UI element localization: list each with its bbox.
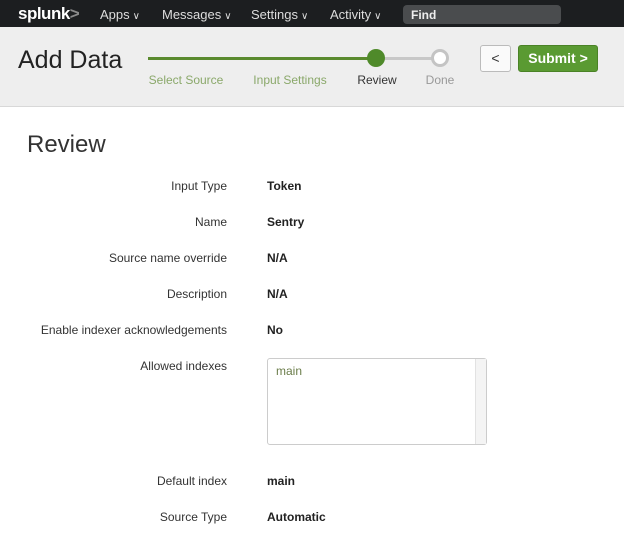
value-name: Sentry: [267, 215, 305, 229]
chevron-down-icon: ∨: [224, 11, 232, 22]
label-allowed-indexes: Allowed indexes: [140, 359, 227, 373]
chevron-left-icon: <: [491, 50, 500, 66]
label-source-name-override: Source name override: [108, 251, 227, 265]
nav-activity[interactable]: Activity ∨: [330, 7, 382, 22]
chevron-down-icon: ∨: [300, 11, 309, 22]
value-default-index: main: [267, 474, 296, 488]
scrollbar[interactable]: [475, 359, 486, 444]
logo-mark: >: [69, 4, 80, 23]
value-input-type: Token: [267, 179, 302, 193]
chevron-down-icon: ∨: [374, 11, 382, 22]
progress-pending-line: [376, 57, 440, 60]
label-default-index: Default index: [156, 474, 227, 488]
value-description: N/A: [267, 287, 288, 301]
step-pending-dot: [431, 49, 449, 67]
step-current-dot: [367, 49, 385, 67]
step-select-source: Select Source: [148, 73, 224, 87]
step-done: Done: [425, 73, 455, 87]
splunk-logo[interactable]: splunk>: [18, 4, 80, 24]
chevron-right-icon: >: [579, 50, 588, 66]
label-input-type: Input Type: [171, 179, 227, 193]
page-header: Add Data Select Source Input Settings Re…: [0, 27, 624, 107]
allowed-indexes-list[interactable]: main: [267, 358, 487, 445]
nav-label: Activity: [330, 7, 372, 22]
nav-label: Settings: [251, 7, 298, 22]
label-indexer-ack: Enable indexer acknowledgements: [40, 323, 227, 337]
value-source-type: Automatic: [267, 510, 326, 524]
progress-complete-line: [148, 57, 376, 60]
nav-label: Apps: [100, 7, 130, 22]
logo-text: splunk: [18, 4, 70, 23]
nav-messages[interactable]: Messages ∨: [162, 7, 232, 22]
value-indexer-ack: No: [267, 323, 283, 337]
label-name: Name: [194, 215, 227, 229]
nav-label: Messages: [162, 7, 222, 22]
value-source-name-override: N/A: [267, 251, 288, 265]
submit-label: Submit: [528, 50, 576, 66]
nav-settings[interactable]: Settings ∨: [251, 7, 308, 22]
back-button[interactable]: <: [480, 45, 511, 72]
label-description: Description: [166, 287, 227, 301]
submit-button[interactable]: Submit >: [518, 45, 598, 72]
label-source-type: Source Type: [159, 510, 227, 524]
top-nav-bar: splunk> Apps ∨ Messages ∨ Settings ∨ Activi…: [0, 0, 624, 27]
chevron-down-icon: ∨: [132, 11, 140, 22]
find-input[interactable]: Find: [403, 5, 561, 24]
list-item: main: [276, 364, 303, 378]
step-review: Review: [357, 73, 397, 87]
step-input-settings: Input Settings: [253, 73, 327, 87]
review-heading: Review: [27, 131, 106, 158]
nav-apps[interactable]: Apps ∨: [100, 7, 140, 22]
page-title: Add Data: [18, 46, 123, 74]
